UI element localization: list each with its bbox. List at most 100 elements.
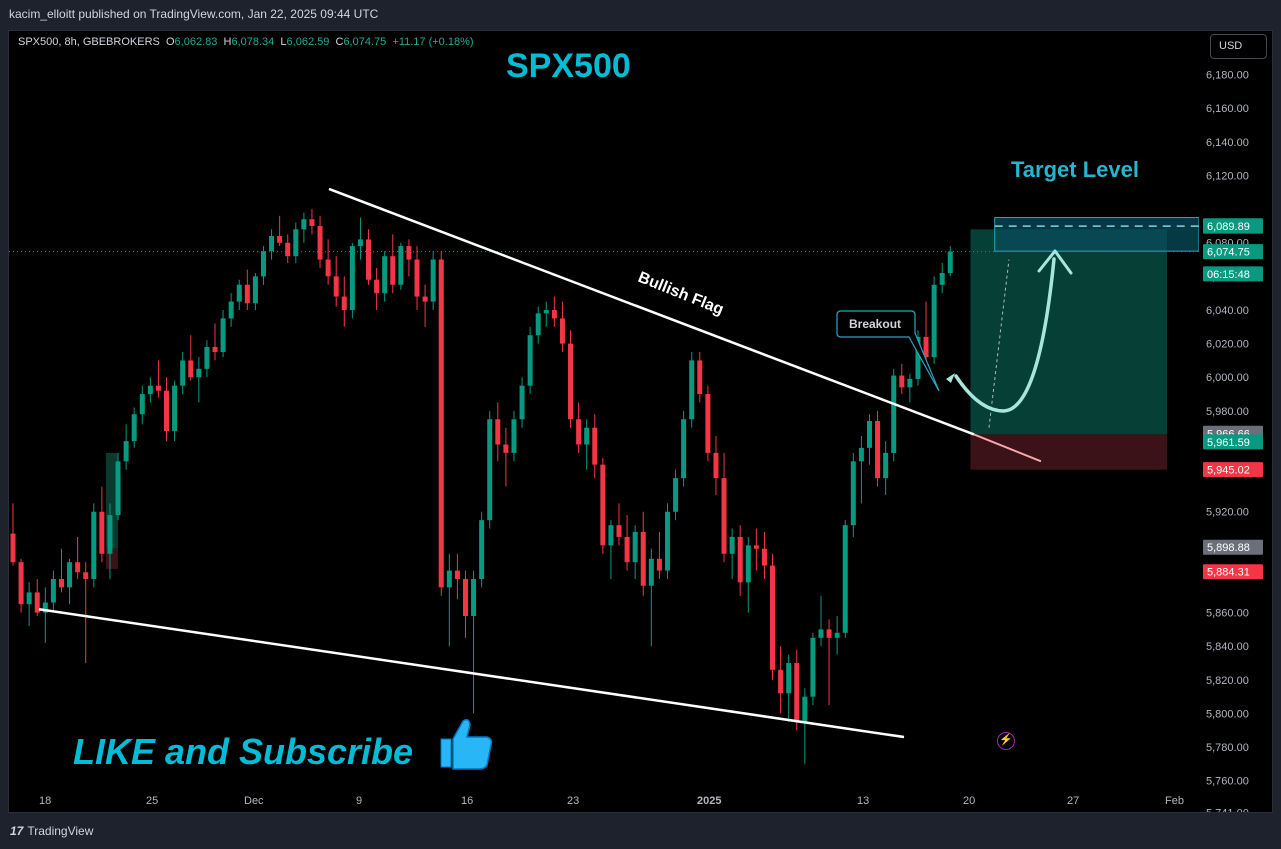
candle-body (42, 602, 48, 613)
candle-body (349, 246, 355, 310)
candle-body (519, 385, 525, 420)
candle-body (858, 447, 864, 462)
upper-trendline (328, 187, 975, 436)
candle-body (761, 548, 767, 566)
candle-body (260, 251, 266, 277)
candle-body (568, 343, 574, 420)
candle-body (842, 525, 848, 633)
candle-body (584, 427, 590, 445)
candle-body (737, 536, 743, 583)
candle-body (293, 229, 299, 257)
like-subscribe-label: LIKE and Subscribe (73, 731, 413, 772)
candle-body (576, 419, 582, 445)
candle-body (705, 394, 711, 453)
price-chart[interactable]: Breakout 6,180.00 6,160.00 6,140.00 6,120.00… (9, 31, 1272, 812)
candle-body (446, 570, 452, 588)
candle-body (770, 565, 776, 670)
candle-body (50, 578, 56, 603)
candle-body (180, 360, 186, 386)
y-tick-label: 5,741.00 (1206, 808, 1249, 812)
published-by-text: kacim_elloitt published on TradingView.c… (9, 7, 379, 21)
candle-body (341, 296, 347, 310)
candle-body (810, 637, 816, 697)
candle-body (317, 225, 323, 260)
y-tick-label: 5,980.00 (1206, 406, 1249, 418)
high-label: H (223, 36, 232, 48)
candle-body (947, 251, 953, 274)
candle-body (26, 592, 32, 605)
y-tick-label: 6,120.00 (1206, 170, 1249, 182)
candle-body (479, 520, 485, 579)
candle-body (454, 570, 460, 579)
x-tick-label: 23 (567, 795, 579, 807)
candle-body (406, 246, 412, 260)
candle-body (301, 219, 307, 230)
candle-body (67, 562, 73, 588)
candle-body (559, 318, 565, 344)
profit-zone (970, 229, 1167, 435)
candle-body (866, 420, 872, 448)
candle-body (786, 663, 792, 694)
y-tick-label: 5,860.00 (1206, 608, 1249, 620)
chart-frame[interactable]: Breakout 6,180.00 6,160.00 6,140.00 6,120.00… (8, 30, 1273, 813)
tradingview-logo[interactable]: 17 TradingView (10, 824, 93, 838)
candle-body (164, 390, 170, 432)
projection-dashed (988, 259, 1010, 428)
candle-body (931, 284, 937, 358)
upper-trendline-extension (973, 433, 1042, 463)
y-tick-label: 5,920.00 (1206, 507, 1249, 519)
arrow-head (1037, 249, 1073, 275)
candle-body (83, 572, 89, 579)
candles (10, 209, 953, 764)
high-value: 6,078.34 (231, 36, 275, 48)
candle-body (624, 536, 630, 563)
currency-button[interactable]: USD (1210, 34, 1267, 59)
candle-body (939, 273, 945, 285)
candle-body (204, 346, 210, 369)
candle-body (503, 444, 509, 453)
candle-body (915, 336, 921, 379)
candle-body (382, 256, 388, 294)
change-value: +11.17 (+0.18%) (392, 36, 474, 48)
candle-body (188, 360, 194, 378)
x-tick-label: 18 (39, 795, 51, 807)
candle-body (285, 242, 291, 257)
candle-body (107, 515, 113, 554)
y-tick-label: 6,020.00 (1206, 339, 1249, 351)
candle-body (115, 461, 121, 516)
candle-body (745, 545, 751, 583)
candle-body (58, 578, 64, 588)
top-bar: kacim_elloitt published on TradingView.c… (0, 0, 1281, 30)
y-tick-label: 6,180.00 (1206, 70, 1249, 82)
candle-body (212, 346, 218, 353)
x-tick-label: 13 (857, 795, 869, 807)
candle-body (244, 284, 250, 304)
y-tick-label: 6,000.00 (1206, 372, 1249, 384)
candle-body (899, 375, 905, 388)
y-tick-label: 5,820.00 (1206, 675, 1249, 687)
price-label: 5,961.59 (1207, 437, 1250, 449)
y-tick-label: 6,160.00 (1206, 103, 1249, 115)
lightning-bolt-icon[interactable]: ⚡ (997, 732, 1015, 750)
candle-body (333, 276, 339, 297)
candle-body (139, 394, 145, 415)
x-tick-label: 20 (963, 795, 975, 807)
candle-body (487, 419, 493, 521)
price-label: 6,074.75 (1207, 247, 1250, 259)
candle-body (228, 301, 234, 319)
candle-body (721, 478, 727, 554)
candle-body (390, 256, 396, 285)
curved-arrow (954, 257, 1056, 413)
candle-body (883, 452, 889, 479)
candle-body (34, 592, 40, 613)
y-tick-label: 6,140.00 (1206, 137, 1249, 149)
candle-body (826, 629, 832, 638)
price-label: 06:15:48 (1207, 269, 1250, 281)
x-tick-label: 2025 (697, 795, 721, 807)
candle-body (495, 419, 501, 445)
thumbs-up-icon (440, 718, 493, 770)
candle-body (592, 427, 598, 465)
candle-body (99, 511, 105, 554)
candle-body (551, 309, 557, 319)
price-label: 5,898.88 (1207, 542, 1250, 554)
